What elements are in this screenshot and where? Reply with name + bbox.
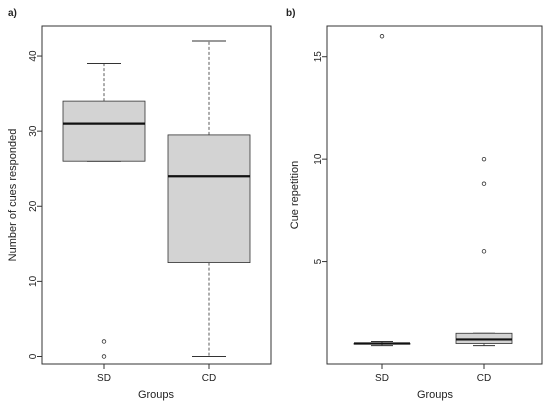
panel-a-outlier-sd [101, 354, 107, 359]
panel-a-box-cd [167, 134, 251, 264]
panel-a: a) Number of cues responded Groups 0 10 20… [7, 8, 272, 401]
panel-b-x-tick-label-cd: CD [477, 373, 491, 384]
panel-a-y-tick-label: 30 [28, 125, 39, 137]
panel-b: b) Cue repetition Groups 5 10 15 SD CD [286, 8, 543, 401]
panel-a-plot-frame [41, 25, 272, 365]
panel-b-x-axis-label: Groups [417, 389, 454, 401]
panel-b-x-tick-label-sd: SD [375, 373, 389, 384]
panel-a-y-tick-label: 20 [28, 200, 39, 212]
panel-b-y-tick-label: 5 [313, 258, 324, 264]
panel-b-y-tick-label: 15 [313, 51, 324, 63]
panel-a-y-tick-label: 0 [28, 353, 39, 359]
panel-a-x-tick-label-sd: SD [97, 373, 111, 384]
panel-b-outlier-cd [481, 156, 487, 162]
panel-b-label: b) [286, 8, 295, 19]
panel-a-y-tick-label: 40 [28, 50, 39, 62]
panel-b-plot-frame [326, 25, 543, 365]
panel-a-y-tick-label: 10 [28, 275, 39, 287]
panel-a-x-axis-label: Groups [138, 389, 175, 401]
panel-a-label: a) [8, 8, 17, 19]
panel-a-y-axis-label: Number of cues responded [7, 129, 19, 262]
panel-a-outlier-sd [101, 339, 107, 344]
panel-b-y-tick-label: 10 [313, 153, 324, 165]
panel-b-outlier-cd [481, 249, 487, 254]
panel-b-y-axis-label: Cue repetition [289, 161, 301, 230]
panel-b-outlier-cd [481, 181, 487, 186]
panel-b-outlier-sd [379, 34, 385, 39]
panel-a-box-sd [62, 100, 146, 162]
panel-a-x-tick-label-cd: CD [202, 373, 216, 384]
